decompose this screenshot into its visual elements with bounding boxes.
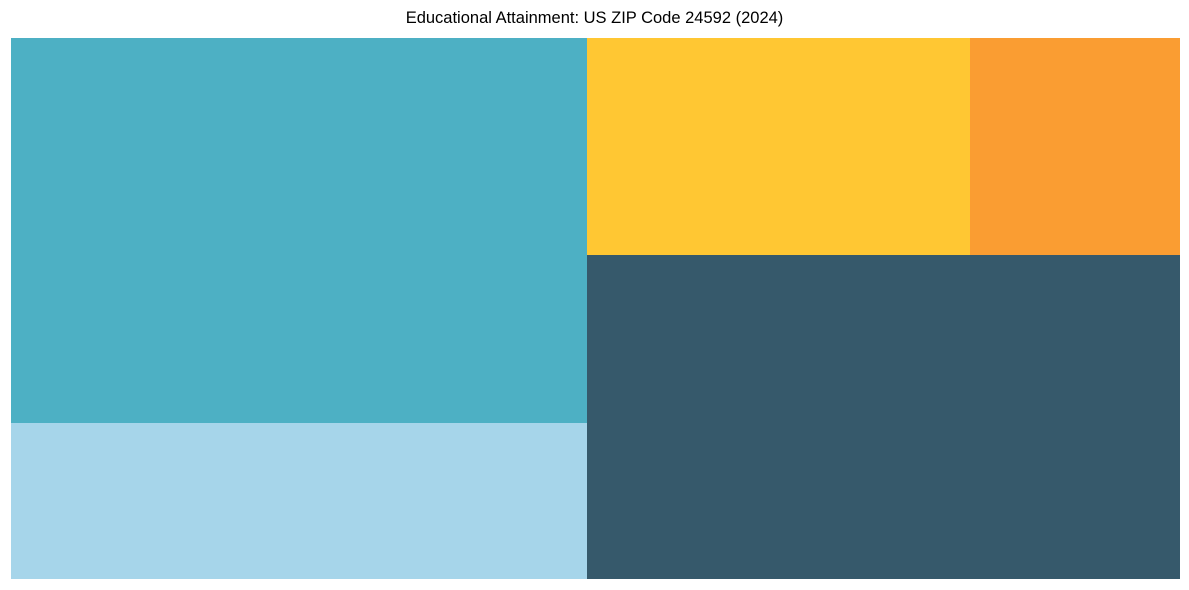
treemap-cell-4[interactable] <box>970 38 1180 255</box>
treemap-cell-5[interactable] <box>587 255 1180 579</box>
treemap-cell-2[interactable] <box>11 423 587 579</box>
treemap-cell-1[interactable] <box>11 38 587 423</box>
treemap-cell-3[interactable] <box>587 38 970 255</box>
chart-title: Educational Attainment: US ZIP Code 2459… <box>405 9 784 27</box>
treemap-plot-area <box>11 38 1180 579</box>
